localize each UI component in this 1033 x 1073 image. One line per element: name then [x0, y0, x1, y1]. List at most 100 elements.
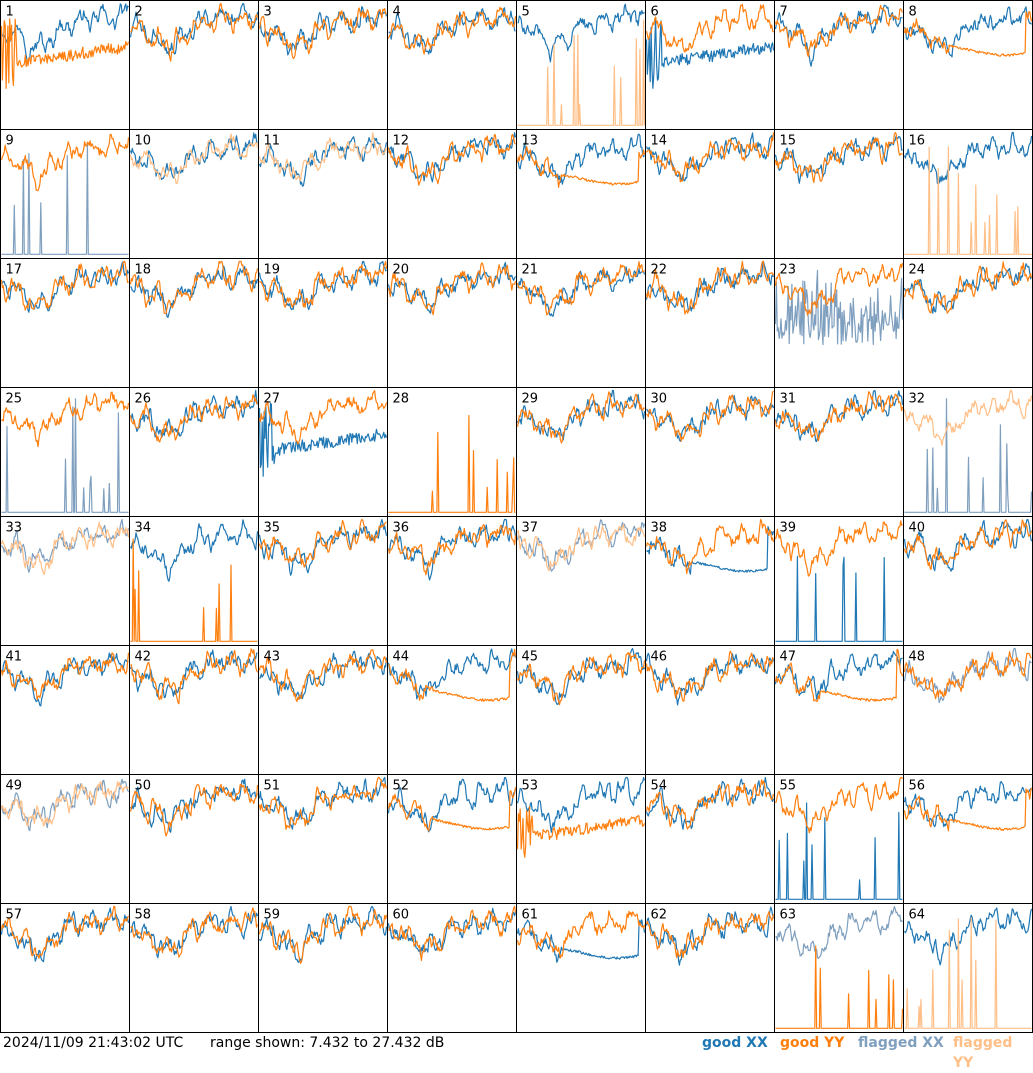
series-good-yy-14 — [646, 132, 775, 183]
series-good-xx-60 — [387, 907, 517, 956]
series-good-xx-42 — [129, 649, 258, 699]
panel-label-7: 7 — [780, 5, 788, 20]
timestamp: 2024/11/09 21:43:02 UTC — [3, 1035, 184, 1051]
series-good-yy-44 — [388, 648, 517, 702]
panel-label-40: 40 — [909, 521, 926, 536]
series-good-yy-57 — [0, 905, 130, 959]
panel-58: 58 — [129, 903, 259, 1033]
series-flagged-xx-32 — [904, 398, 1033, 513]
panel-6: 6 — [645, 0, 775, 130]
series-good-yy-25 — [1, 391, 130, 448]
panel-10: 10 — [129, 129, 259, 259]
panel-29: 29 — [516, 387, 646, 517]
panel-label-26: 26 — [135, 392, 152, 407]
series-good-yy-43 — [258, 649, 388, 703]
series-good-xx-53 — [516, 776, 646, 833]
panel-label-63: 63 — [780, 908, 797, 923]
panel-frame — [387, 0, 517, 130]
panel-frame — [903, 903, 1033, 1033]
series-good-xx-34 — [129, 519, 259, 582]
series-good-yy-54 — [645, 779, 775, 830]
panel-label-58: 58 — [135, 908, 152, 923]
panel-frame — [903, 258, 1033, 388]
footer: 2024/11/09 21:43:02 UTC range shown: 7.4… — [0, 1033, 1033, 1071]
panel-label-32: 32 — [909, 392, 926, 407]
series-flagged-yy-64 — [904, 917, 1032, 1029]
series-good-xx-27 — [258, 402, 388, 477]
panel-7: 7 — [774, 0, 904, 130]
panel-label-44: 44 — [393, 650, 410, 665]
series-flagged-yy-16 — [904, 146, 1032, 255]
panel-label-23: 23 — [780, 263, 797, 278]
panel-19: 19 — [258, 258, 388, 388]
panel-20: 20 — [387, 258, 517, 388]
series-good-yy-4 — [387, 6, 517, 55]
panel-49: 49 — [0, 774, 130, 904]
series-flagged-yy-32 — [903, 389, 1033, 446]
panel-label-51: 51 — [264, 779, 281, 794]
panel-59: 59 — [258, 903, 388, 1033]
panel-label-25: 25 — [6, 392, 23, 407]
panel-frame — [0, 903, 130, 1033]
panel-frame — [387, 516, 517, 646]
panel-23: 23 — [774, 258, 904, 388]
panel-22: 22 — [645, 258, 775, 388]
series-good-xx-59 — [258, 905, 388, 963]
series-good-xx-12 — [387, 132, 517, 183]
panel-label-24: 24 — [909, 263, 926, 278]
legend-good-yy: good YY — [780, 1035, 845, 1051]
range-label: range shown: 7.432 to 27.432 dB — [210, 1035, 445, 1051]
series-good-yy-8 — [903, 11, 1033, 57]
panel-label-4: 4 — [393, 5, 401, 20]
panel-label-6: 6 — [651, 5, 659, 20]
panel-frame — [645, 774, 775, 904]
panel-14: 14 — [645, 129, 775, 259]
panel-label-28: 28 — [393, 392, 410, 407]
panel-label-8: 8 — [909, 5, 917, 20]
panel-label-42: 42 — [135, 650, 152, 665]
series-good-yy-38 — [645, 518, 775, 575]
panel-43: 43 — [258, 645, 388, 775]
series-good-xx-17 — [1, 261, 130, 313]
panel-label-3: 3 — [264, 5, 272, 20]
series-good-xx-13 — [516, 133, 645, 185]
series-good-xx-64 — [903, 907, 1033, 966]
series-good-yy-7 — [774, 4, 904, 58]
panel-label-35: 35 — [264, 521, 281, 536]
panel-label-61: 61 — [522, 908, 539, 923]
panel-62: 62 — [645, 903, 775, 1033]
series-good-yy-58 — [130, 907, 259, 958]
series-flagged-xx-25 — [1, 398, 129, 513]
panel-frame — [129, 0, 259, 130]
panel-frame — [645, 903, 775, 1033]
series-good-yy-30 — [646, 390, 774, 442]
series-good-xx-10 — [129, 132, 258, 181]
series-good-xx-5 — [517, 3, 645, 63]
panel-frame — [645, 645, 775, 775]
panel-label-17: 17 — [6, 263, 23, 278]
panel-frame — [0, 774, 130, 904]
panel-48: 48 — [903, 645, 1033, 775]
series-good-xx-7 — [774, 4, 903, 67]
panel-13: 13 — [516, 129, 646, 259]
panel-frame — [129, 645, 259, 775]
series-good-xx-36 — [387, 518, 517, 581]
panel-8: 8 — [903, 0, 1033, 130]
panel-9: 9 — [0, 129, 130, 259]
panel-frame — [129, 516, 259, 646]
series-good-yy-17 — [0, 260, 129, 311]
panel-label-50: 50 — [135, 779, 152, 794]
series-good-yy-34 — [130, 538, 258, 642]
panel-frame — [645, 258, 775, 388]
series-good-yy-41 — [0, 652, 130, 700]
series-good-xx-47 — [774, 650, 903, 700]
panel-frame — [645, 129, 775, 259]
panel-5: 5 — [516, 0, 646, 130]
series-good-yy-1 — [0, 18, 130, 89]
panel-47: 47 — [774, 645, 904, 775]
panel-frame — [516, 903, 646, 1033]
panel-label-19: 19 — [264, 263, 281, 278]
panel-frame — [0, 129, 130, 259]
legend-flagged-xx: flagged XX — [858, 1035, 944, 1051]
